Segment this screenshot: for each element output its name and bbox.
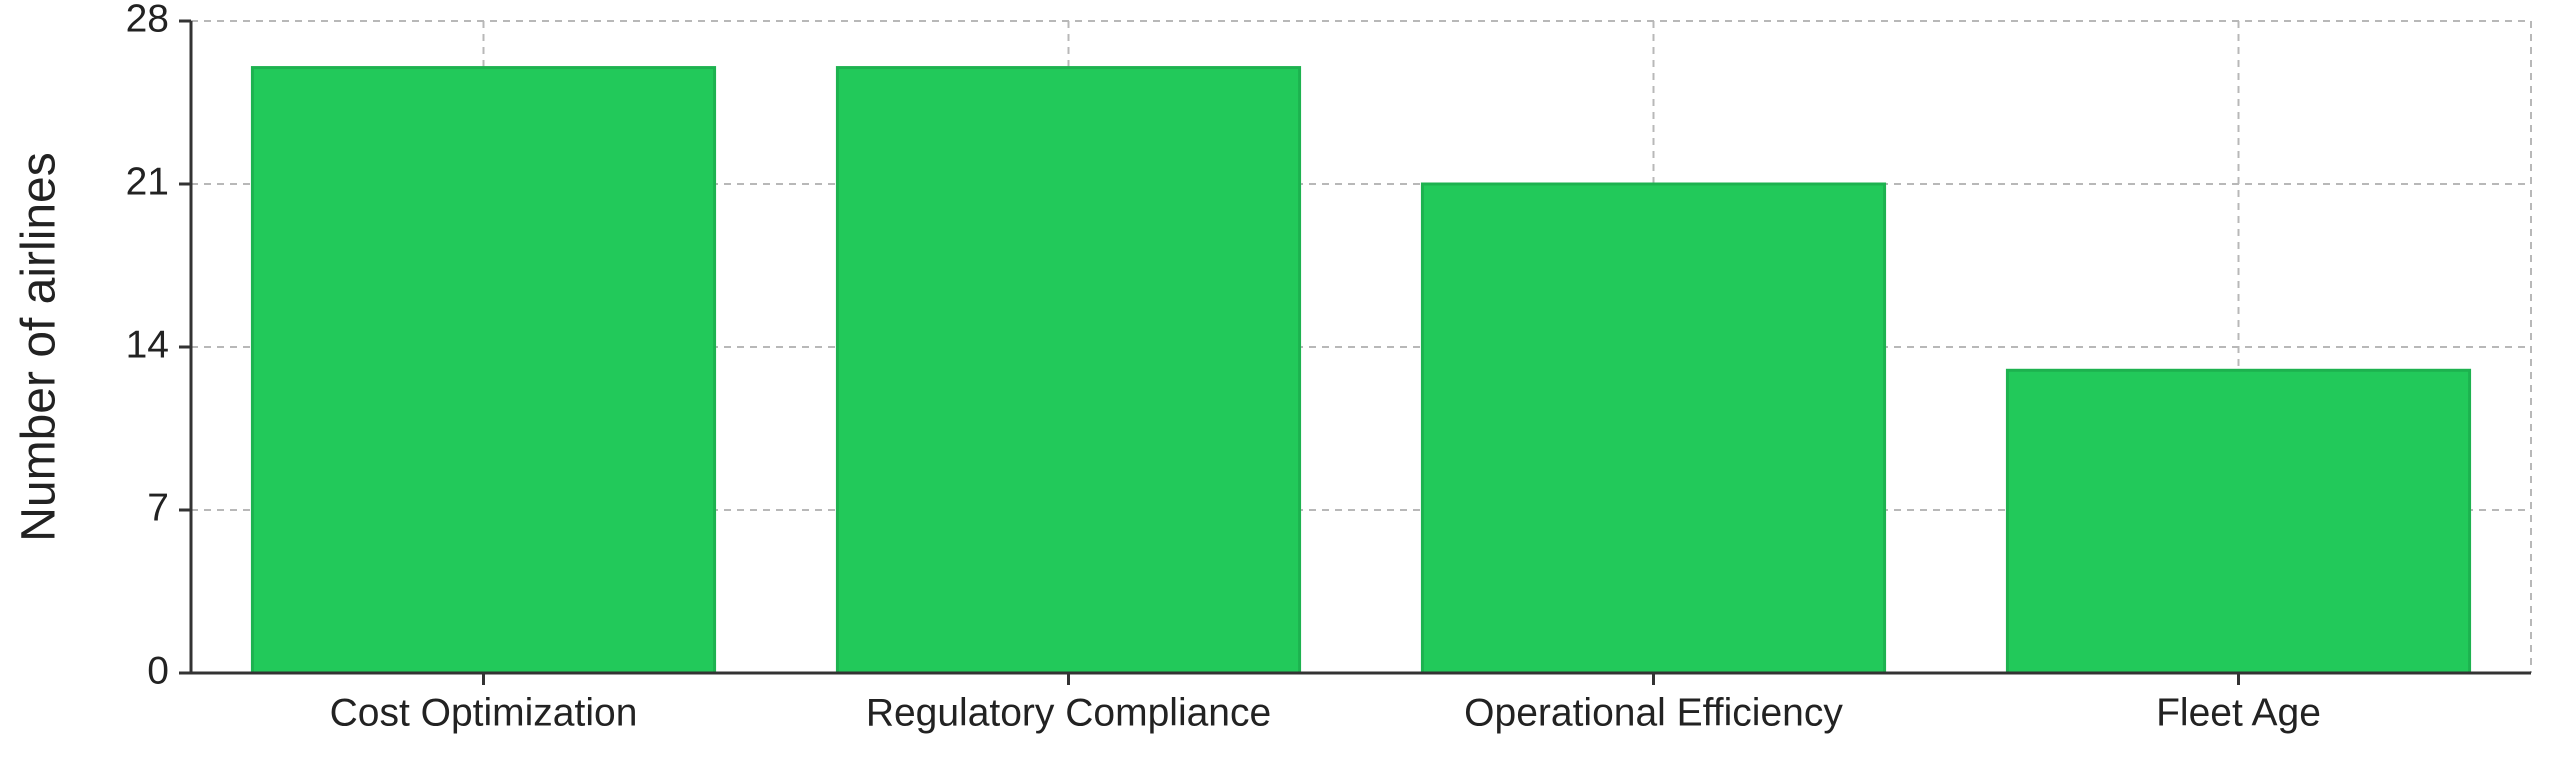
bar [835,66,1302,675]
bar [1420,182,1887,675]
y-tick-label: 28 [126,0,169,40]
y-tick-label: 0 [147,649,169,692]
x-tick-label: Fleet Age [2156,691,2321,734]
bar [250,66,717,675]
y-axis-label: Number of airlines [13,152,66,541]
x-tick-label: Regulatory Compliance [866,691,1271,734]
bar [2005,368,2472,675]
x-tick-label: Operational Efficiency [1464,691,1843,734]
y-tick-label: 7 [147,486,169,529]
y-tick-label: 14 [126,323,169,366]
y-tick-label: 21 [126,160,169,203]
x-tick-label: Cost Optimization [330,691,638,734]
